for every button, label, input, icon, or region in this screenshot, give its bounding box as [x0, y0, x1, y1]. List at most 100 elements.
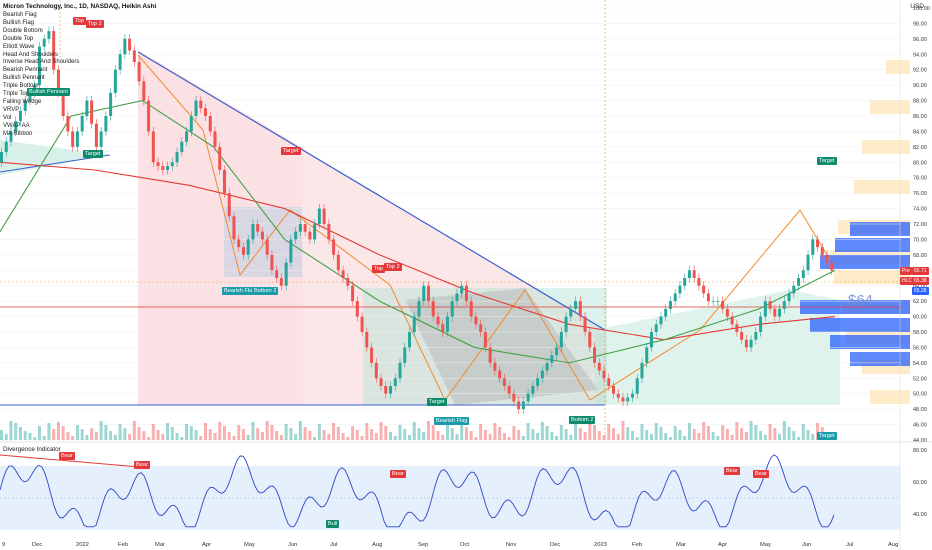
x-tick-label: Aug [372, 542, 382, 548]
candle-body [569, 308, 573, 317]
volume-bar [384, 426, 388, 440]
indicator-item[interactable]: Double Bottom [3, 27, 43, 34]
divergence-tag[interactable]: Bull [326, 520, 340, 528]
pattern-tag-target[interactable]: Target [817, 432, 837, 440]
indicator-item[interactable]: Triple Top [3, 91, 30, 98]
candle-body [71, 131, 75, 147]
candle-body [104, 116, 108, 132]
candle-body [687, 270, 691, 278]
candle-body [640, 362, 644, 379]
indicator-item[interactable]: Bearish Flag [3, 12, 37, 18]
volume-bar [744, 432, 748, 440]
volume-profile-bar [854, 180, 910, 194]
pattern-tag-top[interactable]: Top [372, 265, 386, 273]
indicator-item[interactable]: Bullish Pennant [3, 75, 45, 82]
candle-body [189, 116, 193, 132]
pattern-tag-target[interactable]: Target [817, 157, 837, 165]
volume-bar [692, 429, 696, 440]
candle-body [109, 92, 113, 116]
x-tick-label: Sep [418, 542, 428, 548]
volume-bar [664, 433, 668, 440]
volume-bar [303, 427, 307, 440]
indicator-item[interactable]: Elliott Wave [3, 43, 35, 50]
divergence-tag[interactable]: Bear [724, 467, 740, 475]
indicator-item[interactable]: Bearish Pennant [3, 67, 48, 74]
indicator-item[interactable]: Double Top [3, 35, 34, 42]
volume-bar [66, 432, 70, 440]
volume-bar [474, 437, 478, 440]
candle-body [370, 347, 374, 363]
pattern-tag-bearish-flag[interactable]: Bearish Flag [434, 417, 470, 425]
candle-body [692, 270, 696, 278]
volume-bar [811, 434, 815, 440]
indicator-item[interactable]: Triple Bottom [3, 83, 39, 90]
candle-body [256, 224, 260, 232]
volume-bar [426, 421, 430, 440]
y-tick-label: 48.00 [913, 407, 927, 413]
volume-bar [483, 430, 487, 440]
indicator-item[interactable]: VWAP AA [3, 122, 30, 129]
y-tick-label: 44.00 [913, 438, 927, 444]
candle-body [512, 393, 516, 402]
price-annotation: $64 [848, 292, 874, 309]
pattern-tag-target[interactable]: Target [427, 398, 447, 406]
candle-body [773, 308, 777, 317]
candle-body [502, 378, 506, 386]
volume-bar [626, 427, 630, 440]
volume-bar [232, 436, 236, 440]
candle-body [778, 308, 782, 317]
candle-body [749, 339, 753, 348]
pattern-tag-bullish-pennant[interactable]: Bullish Pennant [27, 88, 70, 96]
volume-bar [147, 437, 151, 440]
indicator-item[interactable]: Falling Wedge [3, 98, 42, 105]
indicator-item[interactable]: Bullish Flag [3, 19, 35, 26]
candle-body [441, 324, 445, 332]
pattern-tag-bearish-flag[interactable]: Bearish Flag [222, 287, 258, 295]
volume-bar [697, 433, 701, 440]
indicator-item[interactable]: Vol [3, 114, 12, 121]
volume-profile-bar [850, 352, 910, 366]
volume-bar [778, 434, 782, 440]
volume-bar [759, 431, 763, 440]
candle-body [517, 401, 521, 410]
indicator-item[interactable]: Head And Shoulders [3, 51, 59, 58]
divergence-y-tick: 40.00 [913, 512, 927, 518]
candle-body [313, 224, 317, 240]
volume-bar [398, 425, 402, 440]
divergence-tag[interactable]: Bear [134, 461, 150, 469]
indicator-item[interactable]: Inverse Head And Shoulders [3, 59, 80, 66]
divergence-tag[interactable]: Bear [753, 470, 769, 478]
divergence-tag[interactable]: Bear [59, 452, 75, 460]
pattern-tag-bottom-2[interactable]: Bottom 2 [252, 287, 279, 295]
candle-body [559, 332, 563, 348]
pattern-tag-bottom-2[interactable]: Bottom 2 [569, 416, 596, 424]
volume-bar [502, 433, 506, 440]
volume-bar [265, 421, 269, 440]
divergence-tag[interactable]: Bear [390, 470, 406, 478]
pattern-tag-top-2[interactable]: Top 2 [86, 20, 104, 28]
candle-body [14, 121, 18, 132]
candle-body [408, 332, 412, 348]
candle-body [479, 324, 483, 332]
candle-body [85, 100, 89, 116]
indicator-list: Bearish Flag Bullish Flag Double Bottom … [3, 12, 79, 139]
x-tick-label: 2023 [594, 542, 607, 548]
volume-bar [574, 422, 578, 440]
candle-body [260, 231, 264, 240]
volume-bar [763, 435, 767, 440]
price-badge-label: HLC [900, 277, 915, 285]
pattern-tag-target[interactable]: Target [281, 147, 301, 155]
indicator-item[interactable]: VRVP [3, 106, 20, 113]
pattern-tag-top-2[interactable]: Top 2 [384, 263, 402, 271]
moving-average-line [0, 161, 836, 341]
x-tick-label: Dec [550, 542, 560, 548]
pattern-tag-top[interactable]: Top [73, 17, 87, 25]
pattern-tag-target[interactable]: Target [83, 150, 103, 158]
pattern-region [405, 288, 598, 405]
volume-bar [346, 437, 350, 440]
volume-bar [521, 436, 525, 440]
volume-bar [23, 431, 27, 440]
candle-body [744, 339, 748, 348]
indicator-item[interactable]: MA Ribbon [3, 130, 33, 137]
